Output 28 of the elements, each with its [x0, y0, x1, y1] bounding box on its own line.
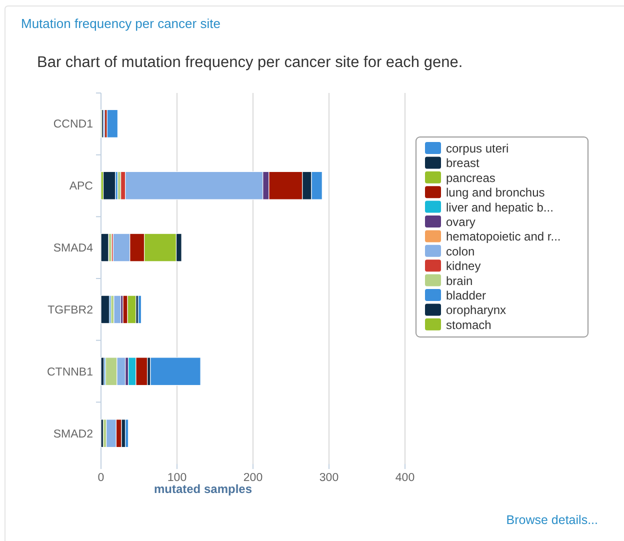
x-tick-label: 300 [319, 472, 339, 484]
legend-label: ovary [446, 215, 476, 229]
x-tick-label: 200 [243, 472, 263, 484]
legend-label: colon [446, 244, 475, 258]
legend-label: kidney [446, 259, 481, 274]
text: Browse details... [506, 513, 598, 527]
legend-label: oropharynx [446, 303, 506, 318]
y-tick-label: SMAD4 [53, 242, 94, 255]
x-tick-label: 100 [167, 472, 187, 484]
legend-label: lung and bronchus [446, 186, 545, 200]
x-axis-title: mutated samples [154, 482, 252, 496]
chart-title: Mutation frequency per cancer site [21, 16, 220, 31]
y-tick-label: SMAD2 [53, 428, 93, 440]
legend-label: hematopoietic and r... [446, 230, 561, 244]
x-tick-label: 0 [98, 472, 104, 484]
legend-label: liver and hepatic b... [446, 200, 554, 214]
legend-label: stomach [446, 318, 492, 332]
legend-label: pancreas [446, 170, 496, 185]
legend-label: breast [446, 156, 480, 170]
legend-label: brain [446, 274, 473, 288]
y-tick-label: CTNNB1 [46, 366, 93, 378]
x-tick-label: 400 [395, 472, 415, 484]
legend-label: bladder [446, 288, 486, 302]
legend-label: corpus uteri [446, 142, 509, 156]
y-tick-label: CCND1 [53, 118, 93, 131]
y-tick-label: APC [69, 180, 93, 193]
y-tick-label: TGFBR2 [48, 304, 93, 316]
chart-subtitle: Bar chart of mutation frequency per cancer site for each gene. [37, 54, 463, 71]
